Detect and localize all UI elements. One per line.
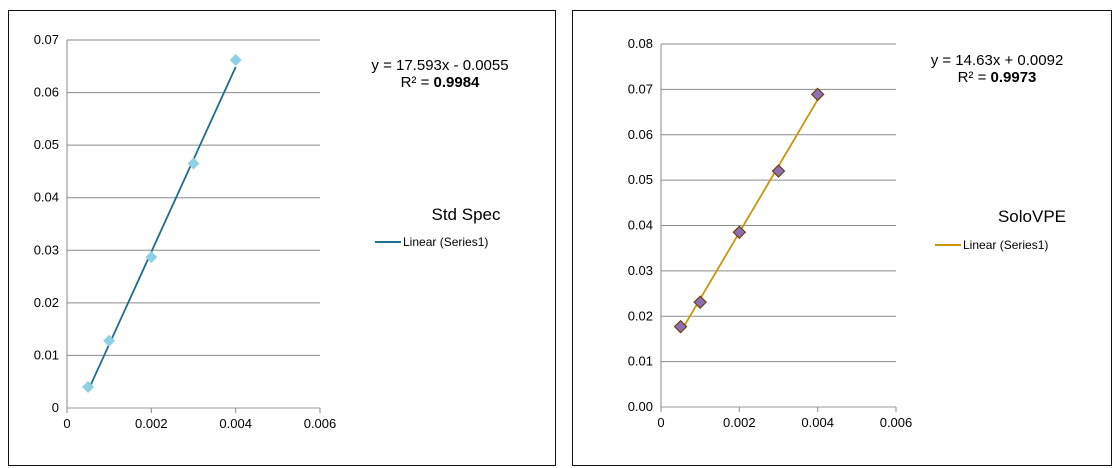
y-tick-label: 0.06	[34, 85, 59, 100]
data-point	[145, 251, 158, 264]
y-tick-label: 0.04	[34, 190, 59, 205]
data-point	[771, 164, 786, 178]
y-tick-label: 0.04	[628, 218, 653, 233]
chart-panel-std-spec: 0 0.01 0.02 0.03 0.04 0.05 0.06 0.07 0 0.002 0.004…	[8, 10, 556, 466]
chart-panel-solovpe: 0.00 0.01 0.02 0.03 0.04 0.05 0.06 0.07 0.08 0 0.0…	[572, 10, 1112, 466]
data-point	[732, 225, 747, 240]
data-point	[103, 334, 116, 347]
y-tick-label: 0.06	[628, 127, 653, 142]
r-squared-prefix: R² =	[958, 69, 991, 86]
legend-label: Linear (Series1)	[403, 235, 488, 249]
r-squared-label: R² = 0.9984	[401, 74, 480, 91]
y-tick-label: 0.05	[34, 137, 59, 152]
data-point	[187, 157, 200, 170]
x-tick-label: 0.006	[304, 416, 337, 431]
chart-std-spec: 0 0.01 0.02 0.03 0.04 0.05 0.06 0.07 0 0.002 0.004…	[34, 32, 509, 431]
y-tick-label: 0.07	[34, 32, 59, 47]
r-squared-prefix: R² =	[401, 74, 434, 91]
data-point	[82, 380, 95, 393]
y-tick-label: 0.03	[628, 263, 653, 278]
y-tick-label: 0.05	[628, 172, 653, 187]
trendline-equation: y = 14.63x + 0.0092	[931, 52, 1064, 69]
chart-title: Std Spec	[432, 205, 501, 224]
y-tick-label: 0	[52, 400, 59, 415]
y-tick-label: 0.08	[628, 36, 653, 51]
y-tick-label: 0.00	[628, 399, 653, 414]
chart-solovpe: 0.00 0.01 0.02 0.03 0.04 0.05 0.06 0.07 0.08 0 0.0…	[628, 36, 1066, 430]
data-point	[810, 87, 825, 102]
y-tick-label: 0.02	[628, 308, 653, 323]
trendline-equation: y = 17.593x - 0.0055	[371, 57, 508, 74]
y-tick-label: 0.01	[628, 354, 653, 369]
x-tick-label: 0.004	[801, 415, 834, 430]
y-tick-label: 0.02	[34, 295, 59, 310]
r-squared-value: 0.9984	[434, 74, 481, 91]
data-point	[229, 53, 242, 66]
y-tick-label: 0.07	[628, 81, 653, 96]
data-point	[693, 295, 708, 310]
y-tick-label: 0.03	[34, 242, 59, 257]
x-tick-label: 0.002	[723, 415, 756, 430]
x-tick-label: 0	[657, 415, 664, 430]
r-squared-label: R² = 0.9973	[958, 69, 1037, 86]
x-tick-label: 0.004	[219, 416, 252, 431]
x-tick-label: 0.002	[135, 416, 168, 431]
x-tick-label: 0	[63, 416, 70, 431]
y-tick-label: 0.01	[34, 347, 59, 362]
data-point	[673, 319, 688, 334]
legend-label: Linear (Series1)	[963, 238, 1048, 252]
chart-title: SoloVPE	[998, 207, 1066, 226]
trendline	[87, 66, 237, 392]
x-tick-label: 0.006	[880, 415, 913, 430]
trendline	[679, 99, 819, 333]
r-squared-value: 0.9973	[991, 69, 1037, 86]
